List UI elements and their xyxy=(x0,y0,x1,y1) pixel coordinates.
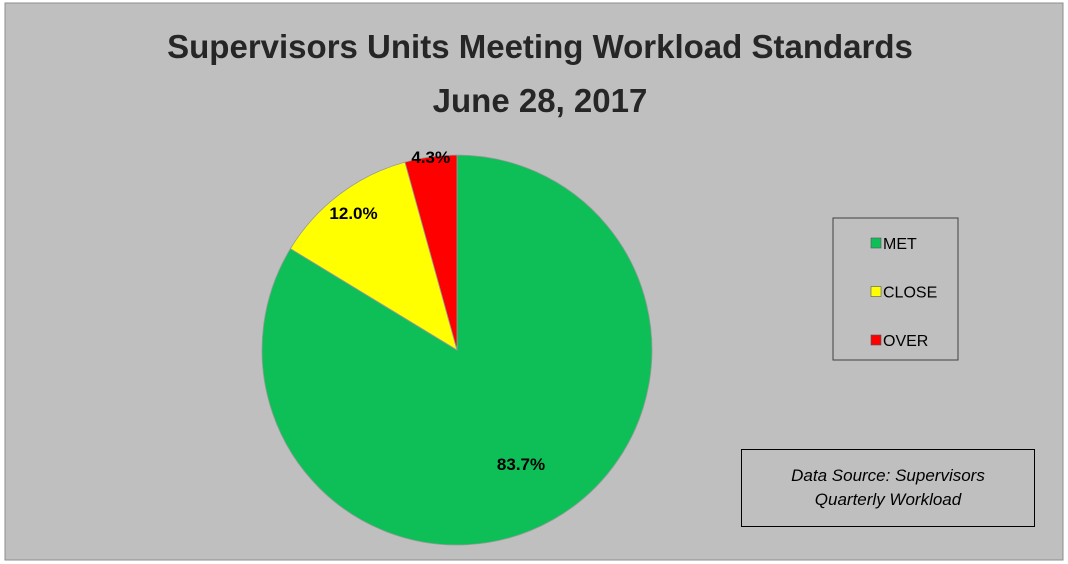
pie-slice xyxy=(289,161,458,351)
chart-subtitle: June 28, 2017 xyxy=(433,82,648,119)
legend-label: MET xyxy=(883,236,917,253)
legend-swatch xyxy=(870,237,882,249)
legend-box xyxy=(832,217,959,361)
data-label: 83.7% xyxy=(497,455,545,474)
data-label: 12.0% xyxy=(329,204,377,223)
legend-label: OVER xyxy=(883,333,928,350)
legend-swatch xyxy=(870,286,882,297)
legend-label: CLOSE xyxy=(883,285,937,302)
annotation: Data Source: Supervisors Quarterly Workl… xyxy=(741,449,1035,527)
legend-swatch xyxy=(870,334,882,346)
pie-slice xyxy=(404,154,458,351)
data-label: 4.3% xyxy=(411,148,450,167)
chart-title: Supervisors Units Meeting Workload Stand… xyxy=(167,28,913,65)
